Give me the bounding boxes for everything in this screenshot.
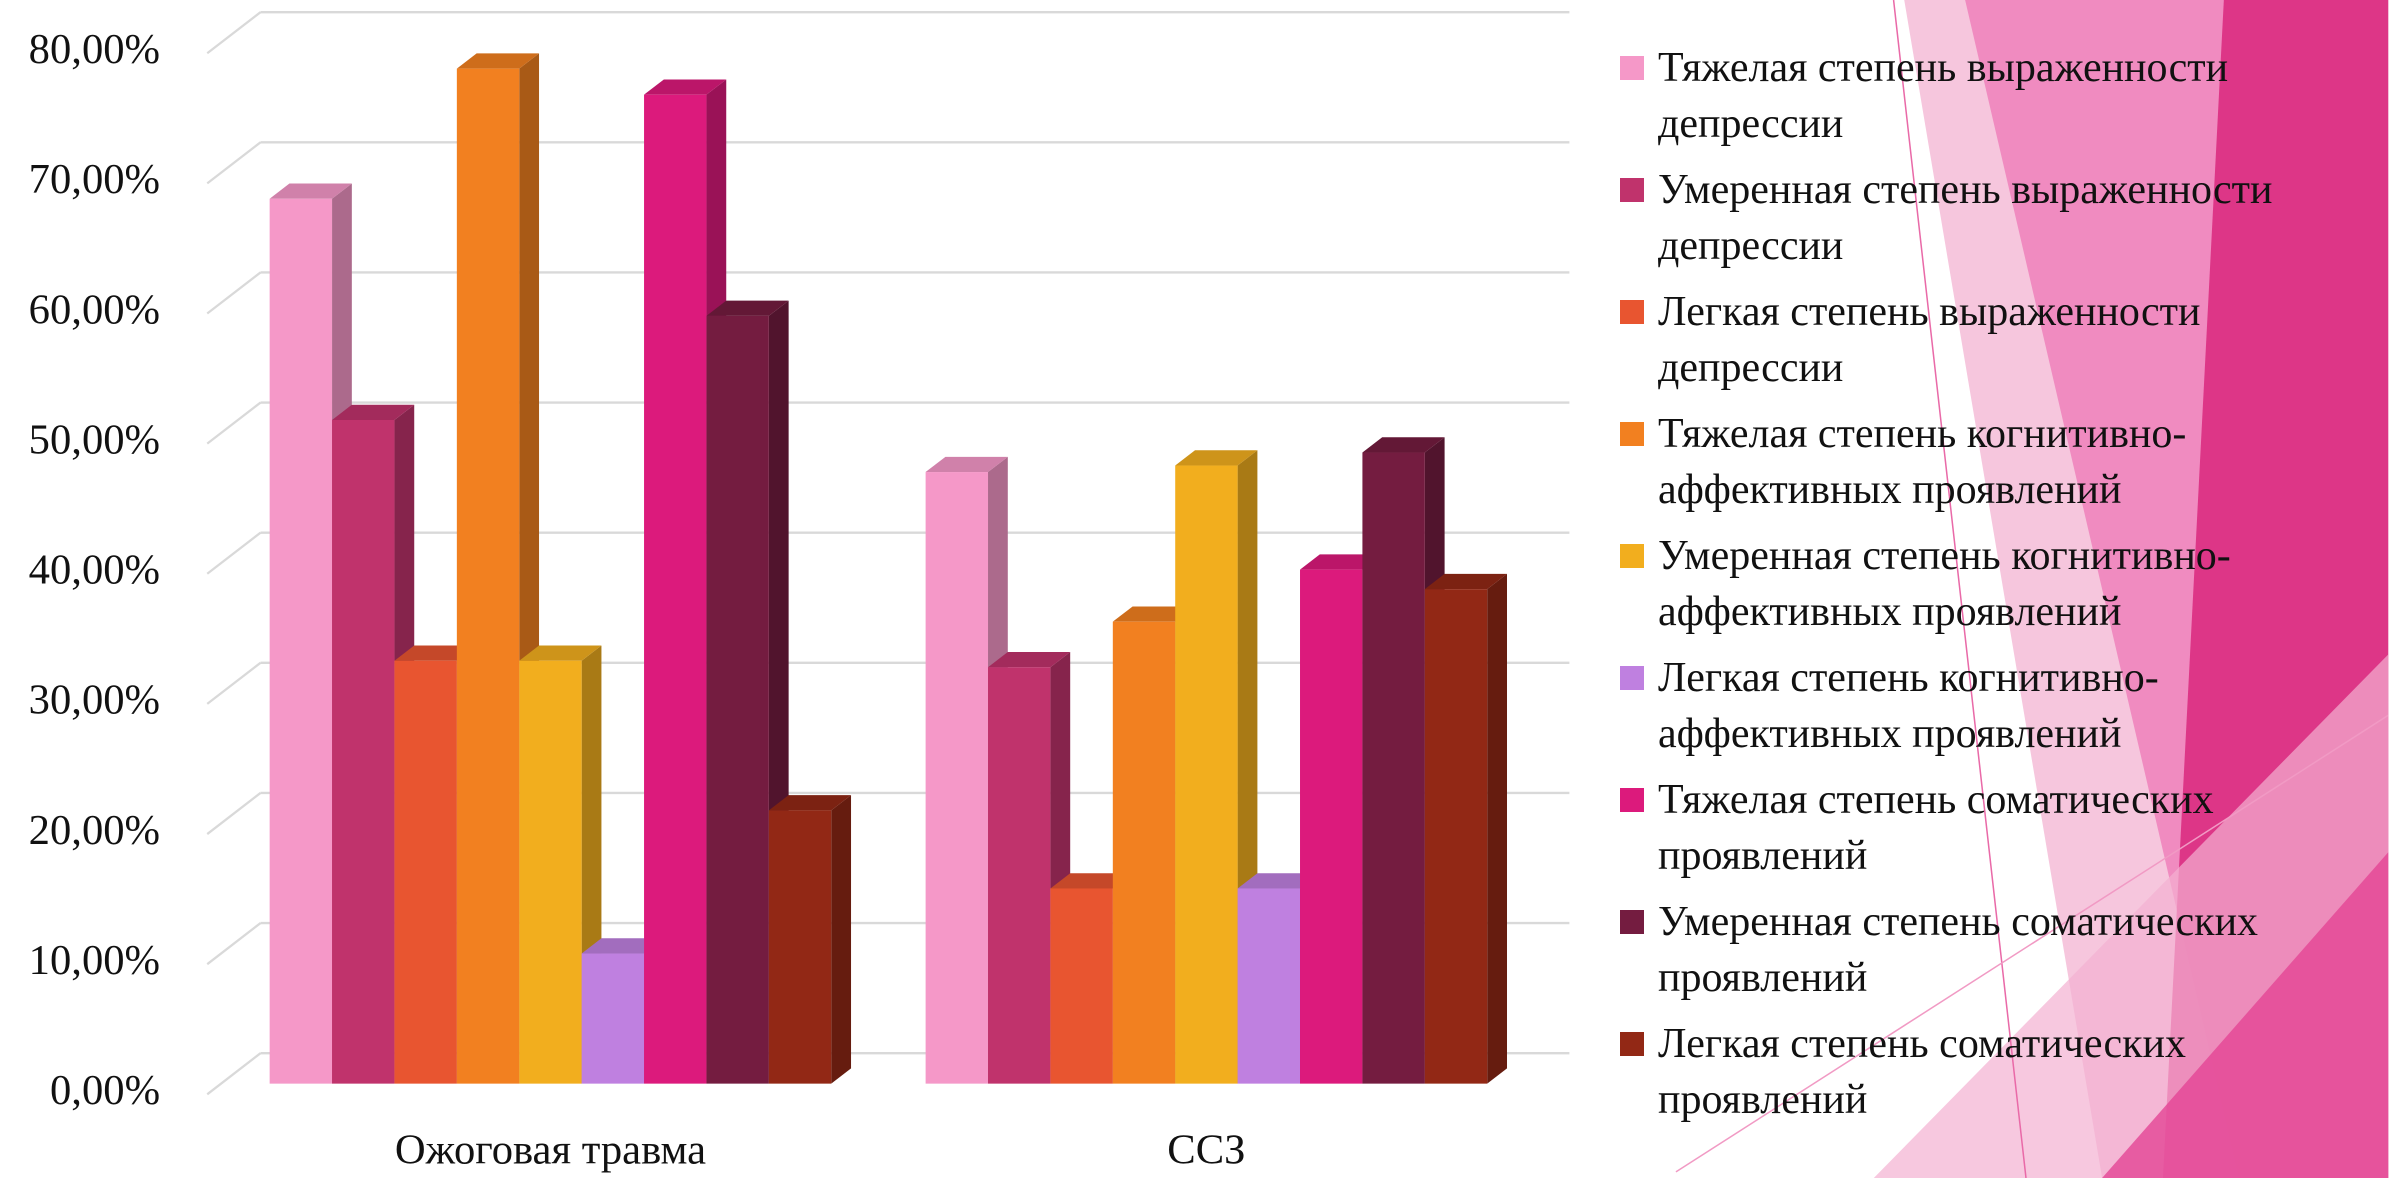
grid-line-side — [206, 141, 262, 185]
legend-item: Тяжелая степень когнитивно-аффективных п… — [1620, 406, 2360, 528]
legend-swatch — [1620, 56, 1644, 80]
y-tick-label: 70,00% — [29, 156, 160, 203]
legend-label: Умеренная степень когнитивно-аффективных… — [1658, 533, 2231, 635]
legend-item: Легкая степень выраженности депрессии — [1620, 284, 2360, 406]
bar-top — [519, 645, 602, 661]
legend-item: Умеренная степень выраженности депрессии — [1620, 162, 2360, 284]
bar-top — [1237, 873, 1320, 889]
bar-top — [1300, 554, 1383, 570]
legend: Тяжелая степень выраженности депрессии Ум… — [1620, 40, 2360, 1138]
grid-line-side — [206, 661, 262, 705]
y-tick-label: 50,00% — [29, 416, 160, 463]
grid-line-side — [206, 1052, 262, 1096]
y-tick-label: 40,00% — [29, 547, 160, 594]
grid-line-side — [206, 922, 262, 966]
y-tick-label: 0,00% — [50, 1067, 160, 1114]
bar-top — [644, 79, 727, 95]
bar-side — [831, 795, 852, 1084]
bar — [1362, 452, 1425, 1084]
bar — [581, 953, 645, 1084]
bar-top — [332, 404, 415, 420]
bar — [1175, 465, 1238, 1084]
bar-top — [706, 300, 789, 316]
bar-top — [768, 795, 852, 811]
bar — [768, 810, 832, 1084]
y-tick-label: 20,00% — [29, 807, 160, 854]
x-tick-label: Ожоговая травма — [395, 1126, 706, 1173]
bar — [1300, 569, 1363, 1084]
legend-item: Умеренная степень когнитивно-аффективных… — [1620, 528, 2360, 650]
bar — [1050, 888, 1113, 1084]
legend-label: Умеренная степень выраженности депрессии — [1658, 167, 2273, 269]
bar — [269, 198, 333, 1084]
bar — [519, 660, 582, 1084]
y-tick-label: 60,00% — [29, 286, 160, 333]
legend-item: Умеренная степень соматических проявлени… — [1620, 894, 2360, 1016]
legend-label: Тяжелая степень выраженности депрессии — [1658, 45, 2229, 147]
legend-swatch — [1620, 544, 1644, 568]
bar-top — [456, 53, 540, 69]
legend-swatch — [1620, 666, 1644, 690]
bar — [644, 94, 707, 1084]
y-tick-label: 80,00% — [29, 26, 160, 73]
bar — [332, 419, 395, 1084]
x-tick-label: ССЗ — [1167, 1126, 1245, 1173]
bar — [1112, 621, 1176, 1084]
legend-item: Тяжелая степень соматических проявлений — [1620, 772, 2360, 894]
bar — [1424, 589, 1488, 1084]
bar — [988, 667, 1051, 1084]
grid-line-side — [206, 401, 262, 445]
bar-top — [1362, 437, 1445, 453]
legend-item: Легкая степень когнитивно-аффективных пр… — [1620, 650, 2360, 772]
legend-swatch — [1620, 300, 1644, 324]
bar — [1237, 888, 1301, 1084]
legend-item: Легкая степень соматических проявлений — [1620, 1016, 2360, 1138]
legend-swatch — [1620, 422, 1644, 446]
bar-top — [269, 183, 352, 199]
bar — [706, 315, 769, 1084]
plot: 0,00% 10,00% 20,00% 30,00% 40,00% 50,00% 60,00… — [29, 11, 1570, 1173]
bar-top — [1175, 450, 1258, 466]
legend-swatch — [1620, 1032, 1644, 1056]
legend-item: Тяжелая степень выраженности депрессии — [1620, 40, 2360, 162]
bar — [925, 472, 989, 1084]
legend-swatch — [1620, 910, 1644, 934]
bar — [394, 660, 457, 1084]
grid-line-side — [206, 11, 262, 55]
legend-swatch — [1620, 178, 1644, 202]
legend-label: Умеренная степень соматических проявлени… — [1658, 899, 2259, 1001]
bar-top — [581, 938, 664, 954]
grid-line-side — [206, 271, 262, 315]
bar-top — [394, 645, 477, 661]
bar — [456, 68, 520, 1084]
legend-label: Тяжелая степень когнитивно-аффективных п… — [1658, 411, 2187, 513]
bar-top — [925, 456, 1008, 473]
background-decoration — [1675, 0, 2389, 1178]
legend-label: Тяжелая степень соматических проявлений — [1658, 777, 2214, 879]
grid-line-side — [206, 792, 262, 835]
legend-label: Легкая степень выраженности депрессии — [1658, 289, 2201, 391]
legend-label: Легкая степень когнитивно-аффективных пр… — [1658, 655, 2159, 757]
bar-top — [988, 652, 1071, 668]
legend-swatch — [1620, 788, 1644, 812]
bar-side — [1487, 573, 1508, 1084]
bar-top — [1112, 606, 1195, 622]
bar-top — [1424, 573, 1508, 590]
bar-top — [1050, 873, 1133, 889]
legend-label: Легкая степень соматических проявлений — [1658, 1021, 2187, 1123]
grid-line-side — [206, 531, 262, 575]
y-tick-label: 30,00% — [29, 677, 160, 724]
y-tick-label: 10,00% — [29, 937, 160, 984]
